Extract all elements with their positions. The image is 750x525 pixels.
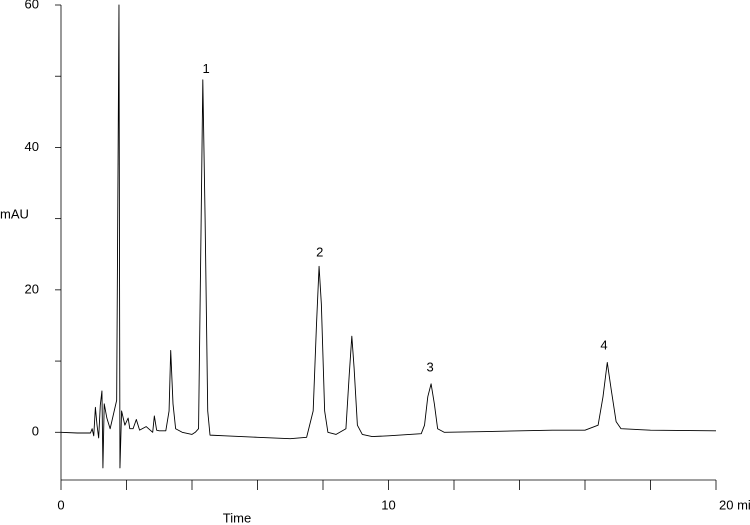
peak-label: 1 bbox=[202, 61, 209, 76]
y-tick-label: 40 bbox=[25, 139, 39, 154]
peak-label: 3 bbox=[426, 360, 433, 375]
y-tick-label: 60 bbox=[25, 0, 39, 11]
y-tick-label: 20 bbox=[25, 281, 39, 296]
x-tick-label: 20 min bbox=[719, 497, 750, 512]
x-axis-label: Time bbox=[223, 510, 251, 525]
x-tick-label: 10 bbox=[381, 497, 395, 512]
x-tick-label: 0 bbox=[57, 497, 64, 512]
chromatogram-trace bbox=[60, 4, 717, 469]
peak-label: 2 bbox=[316, 244, 323, 259]
y-tick-label: 0 bbox=[32, 424, 39, 439]
peak-label: 4 bbox=[600, 338, 607, 353]
y-axis-label: mAU bbox=[0, 206, 29, 221]
